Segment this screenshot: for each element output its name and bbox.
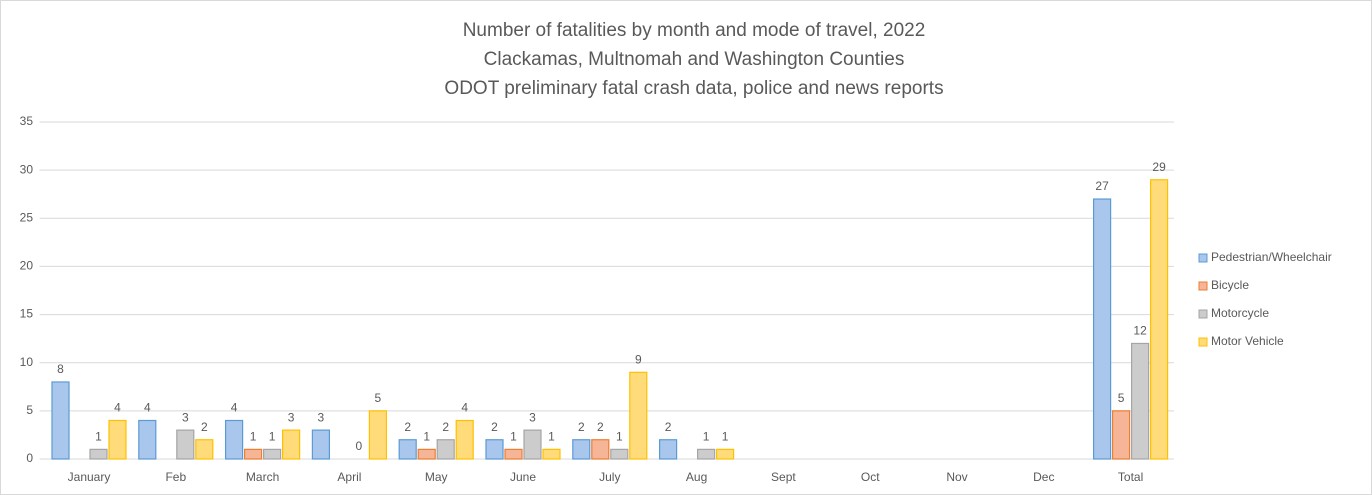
bar bbox=[195, 439, 214, 460]
bar bbox=[1111, 410, 1131, 460]
bar bbox=[1130, 342, 1150, 460]
value-label: 2 bbox=[491, 420, 498, 434]
x-tick-label: June bbox=[510, 470, 536, 484]
x-tick-label: Total bbox=[1118, 470, 1143, 484]
value-label: 1 bbox=[423, 430, 430, 444]
bar bbox=[658, 439, 678, 460]
bar bbox=[610, 448, 629, 460]
bar bbox=[311, 429, 330, 460]
y-tick-label: 20 bbox=[20, 259, 34, 273]
bar bbox=[591, 439, 610, 460]
value-label: 8 bbox=[57, 362, 64, 376]
y-tick-label: 0 bbox=[26, 451, 33, 465]
bar bbox=[398, 439, 417, 460]
chart-title: ODOT preliminary fatal crash data, polic… bbox=[444, 78, 943, 99]
value-label: 4 bbox=[461, 401, 468, 415]
y-tick-label: 25 bbox=[20, 210, 34, 224]
x-tick-label: May bbox=[425, 470, 448, 484]
value-label: 2 bbox=[442, 420, 449, 434]
bar bbox=[1092, 198, 1112, 460]
value-label: 1 bbox=[95, 430, 102, 444]
bar bbox=[715, 448, 735, 460]
bar bbox=[572, 439, 591, 460]
chart-title: Clackamas, Multnomah and Washington Coun… bbox=[484, 49, 905, 70]
bar bbox=[263, 448, 282, 460]
x-tick-label: Feb bbox=[165, 470, 186, 484]
bar bbox=[244, 448, 263, 460]
value-label: 2 bbox=[201, 420, 208, 434]
x-tick-label: July bbox=[599, 470, 620, 484]
bar bbox=[51, 381, 70, 460]
x-tick-label: Sept bbox=[771, 470, 796, 484]
value-label: 2 bbox=[665, 420, 672, 434]
legend-swatch bbox=[1198, 337, 1208, 347]
bar bbox=[368, 410, 387, 460]
legend-swatch bbox=[1198, 309, 1208, 319]
bar bbox=[504, 448, 523, 460]
x-tick-label: April bbox=[337, 470, 361, 484]
value-label: 9 bbox=[635, 353, 642, 367]
bar bbox=[629, 371, 648, 460]
y-tick-label: 30 bbox=[20, 162, 34, 176]
bar bbox=[485, 439, 504, 460]
bar bbox=[542, 448, 561, 460]
bar bbox=[455, 419, 474, 460]
bar bbox=[89, 448, 108, 460]
y-tick-label: 5 bbox=[26, 403, 33, 417]
bar bbox=[282, 429, 301, 460]
x-tick-label: Dec bbox=[1033, 470, 1054, 484]
y-tick-label: 15 bbox=[20, 307, 34, 321]
value-label: 1 bbox=[269, 430, 276, 444]
legend-swatch bbox=[1198, 281, 1208, 291]
value-label: 4 bbox=[144, 401, 151, 415]
value-label: 2 bbox=[597, 420, 604, 434]
value-label: 4 bbox=[231, 401, 238, 415]
bar bbox=[417, 448, 436, 460]
x-tick-label: January bbox=[68, 470, 111, 484]
bar bbox=[138, 419, 157, 460]
value-label: 3 bbox=[318, 410, 325, 424]
value-label: 2 bbox=[404, 420, 411, 434]
bar bbox=[696, 448, 716, 460]
bar bbox=[523, 429, 542, 460]
x-tick-label: March bbox=[246, 470, 279, 484]
bar bbox=[176, 429, 195, 460]
value-label: 2 bbox=[578, 420, 585, 434]
value-label: 3 bbox=[288, 410, 295, 424]
value-label: 5 bbox=[1118, 391, 1125, 405]
value-label: 1 bbox=[548, 430, 555, 444]
y-tick-label: 35 bbox=[20, 114, 34, 128]
legend-label: Bicycle bbox=[1211, 278, 1249, 292]
legend-label: Motorcycle bbox=[1211, 306, 1269, 320]
value-label: 27 bbox=[1095, 179, 1109, 193]
value-label: 12 bbox=[1133, 324, 1147, 338]
value-label: 1 bbox=[703, 430, 710, 444]
x-tick-label: Nov bbox=[946, 470, 967, 484]
value-label: 5 bbox=[375, 391, 382, 405]
legend-swatch bbox=[1198, 253, 1208, 263]
value-label: 3 bbox=[182, 410, 189, 424]
legend-label: Motor Vehicle bbox=[1211, 334, 1284, 348]
value-label: 0 bbox=[356, 439, 363, 453]
value-label: 29 bbox=[1152, 160, 1166, 174]
bar bbox=[1149, 179, 1169, 460]
value-label: 3 bbox=[529, 410, 536, 424]
bar bbox=[436, 439, 455, 460]
value-label: 1 bbox=[722, 430, 729, 444]
x-tick-label: Oct bbox=[861, 470, 880, 484]
x-tick-label: Aug bbox=[686, 470, 707, 484]
bar bbox=[108, 419, 127, 460]
value-label: 1 bbox=[616, 430, 623, 444]
value-label: 4 bbox=[114, 401, 121, 415]
value-label: 1 bbox=[250, 430, 257, 444]
y-tick-label: 10 bbox=[20, 355, 34, 369]
bar bbox=[225, 419, 244, 460]
legend-label: Pedestrian/Wheelchair bbox=[1211, 250, 1332, 264]
chart-title: Number of fatalities by month and mode o… bbox=[463, 20, 926, 41]
value-label: 1 bbox=[510, 430, 517, 444]
